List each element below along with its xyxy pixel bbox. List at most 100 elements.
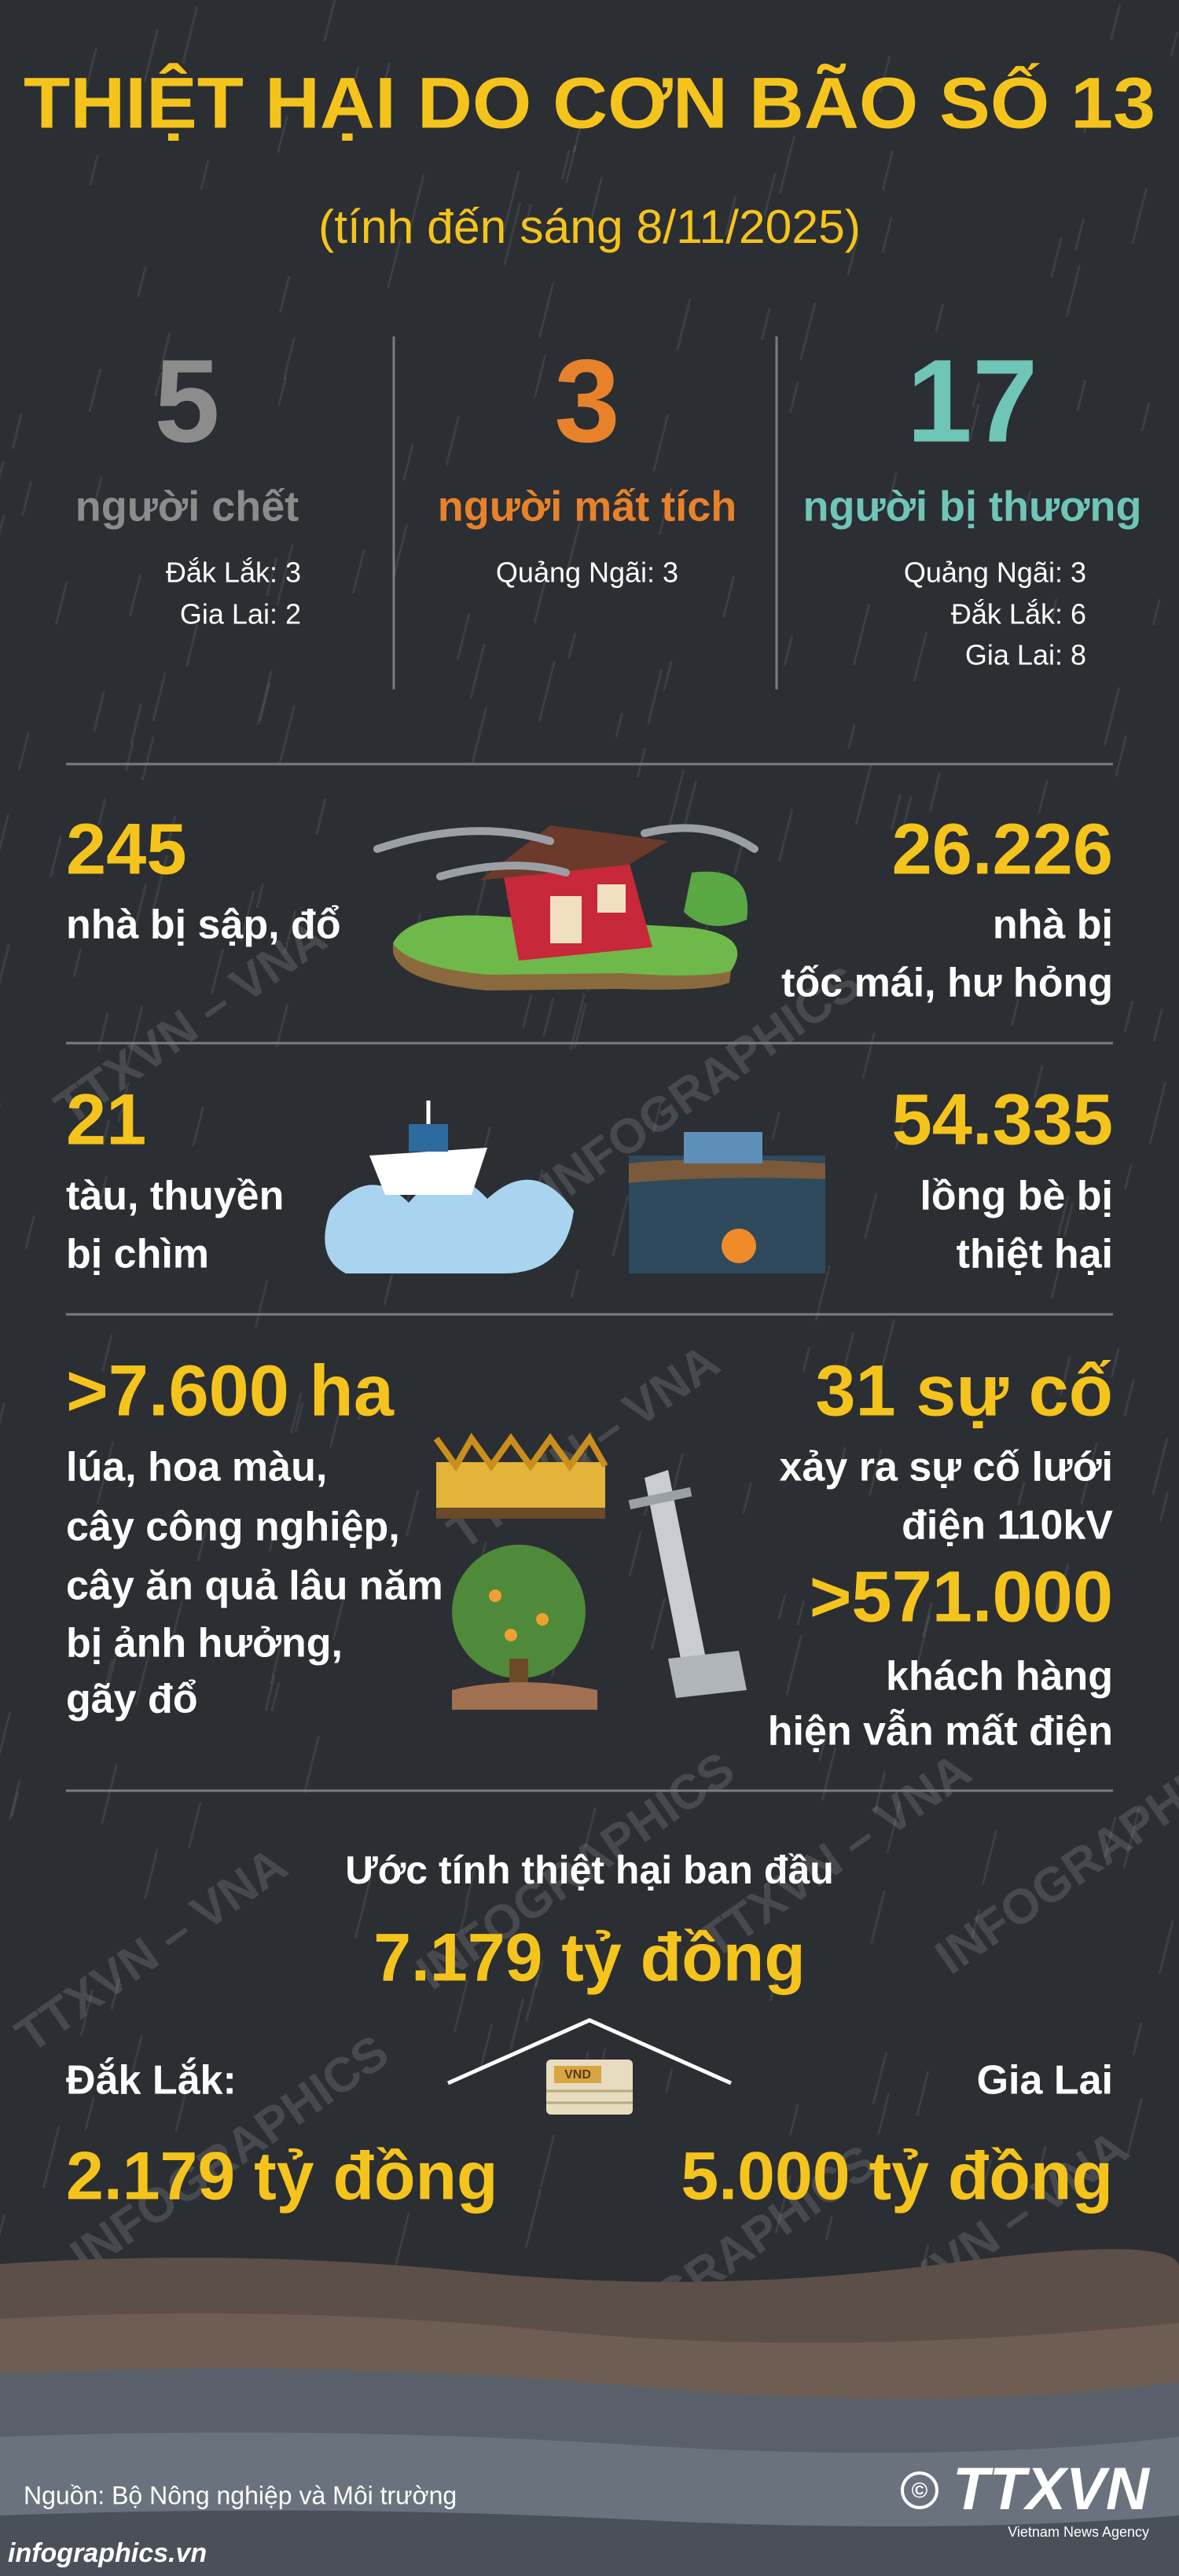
rain-streak [1049,598,1058,624]
rain-streak [521,994,533,1029]
rain-streak [1123,1001,1134,1032]
rain-streak [101,1334,113,1372]
rain-streak [276,544,294,606]
rain-streak [647,668,663,725]
rain-streak [914,1614,931,1674]
stat-detail: Gia Lai: 2 [180,598,301,630]
rain-streak [783,635,794,667]
rain-streak [79,1989,94,2037]
rain-streak [1010,998,1020,1027]
rain-streak [573,1002,587,1049]
rain-streak [1151,1437,1169,1495]
rain-streak [869,1449,883,1496]
stat-text: gãy đổ [66,1677,198,1722]
rain-streak [182,6,199,64]
logo: © TTXVN Vietnam News Agency [901,2456,1151,2540]
terrain [0,2249,1179,2576]
rain-streak [54,581,68,625]
subtitle: (tính đến sáng 8/11/2025) [318,200,861,253]
rain-streak [1076,379,1087,411]
rain-streak [259,682,271,722]
rain-streak [774,2174,792,2234]
rain-streak [0,461,5,480]
rain-streak [289,1392,303,1434]
rain-streak [652,414,670,472]
rain-streak [569,993,586,1051]
rain-streak [1052,1564,1070,1622]
stat-text: lúa, hoa màu, [66,1445,327,1490]
rain-streak [870,1891,886,1945]
rain-streak [886,472,898,510]
rain-streak [777,1594,787,1620]
rain-streak [1131,187,1148,244]
rain-streak [270,1635,285,1685]
rain-streak [84,2096,95,2130]
rain-streak [852,603,871,666]
stat-text: thiệt hại [957,1232,1113,1277]
stat-label: người chết [75,483,299,530]
rain-streak [294,1402,304,1432]
rain-streak [864,1193,878,1239]
rain-streak [968,403,980,442]
rain-streak [278,276,291,314]
rain-streak [408,174,425,233]
rain-streak [778,135,796,194]
stat-label: người mất tích [438,483,737,530]
rain-streak [560,149,571,179]
rain-streak [266,557,278,597]
cage-illustration [629,1132,825,1273]
rain-streak [110,1978,121,2012]
rain-streak [1080,1442,1098,1505]
rain-streak [200,159,210,190]
website: infographics.vn [8,2538,207,2568]
rain-streak [872,2051,888,2104]
rain-streak [394,2212,410,2269]
rain-streak [1056,1195,1070,1237]
svg-text:©: © [912,2478,928,2502]
rain-streak [789,2104,799,2136]
rain-streak [323,0,336,42]
rain-streak [402,443,414,481]
rain-streak [533,568,549,624]
stat-text: điện 110kV [902,1503,1113,1549]
stat-value: 245 [66,809,187,889]
rain-streak [49,835,63,878]
stat-value: 54.335 [892,1079,1113,1159]
stat-text: khách hàng [886,1654,1113,1700]
house-illustration [373,824,758,990]
rain-streak [879,55,891,94]
rain-streak [277,376,288,406]
rain-streak [165,815,177,850]
rain-streak [524,2188,542,2248]
stat-text: bị chìm [66,1232,209,1277]
stat-text: hiện vẫn mất điện [768,1709,1113,1755]
rain-streak [668,769,685,828]
rain-streak [456,612,471,661]
rain-streak [769,1968,780,2002]
rain-streak [1033,1065,1044,1099]
rain-streak [11,413,23,450]
rain-streak [277,115,289,153]
estimate-total: 7.179 tỷ đồng [373,1920,806,1996]
rain-streak [84,47,98,93]
rain-streak [722,575,736,618]
rain-streak [777,808,794,862]
rain-streak [93,690,105,733]
agency: Vietnam News Agency [1008,2524,1149,2540]
rain-streak [539,2134,556,2188]
rain-streak [818,1733,828,1762]
stat-text: bị ảnh hưởng, [66,1621,343,1666]
rain-streak [881,216,893,254]
stat-detail: Quảng Ngãi: 3 [496,557,678,589]
stat-value: >7.600 ha [66,1350,395,1431]
rain-streak [152,672,167,722]
rain-streak [913,631,928,682]
rain-streak [1126,2097,1143,2156]
rain-streak [1050,1254,1064,1299]
rain-streak [93,476,103,506]
rain-streak [1065,265,1082,318]
rain-streak [725,195,737,236]
rain-streak [134,1648,152,1707]
rain-streak [628,1531,642,1577]
rain-streak [445,416,460,466]
